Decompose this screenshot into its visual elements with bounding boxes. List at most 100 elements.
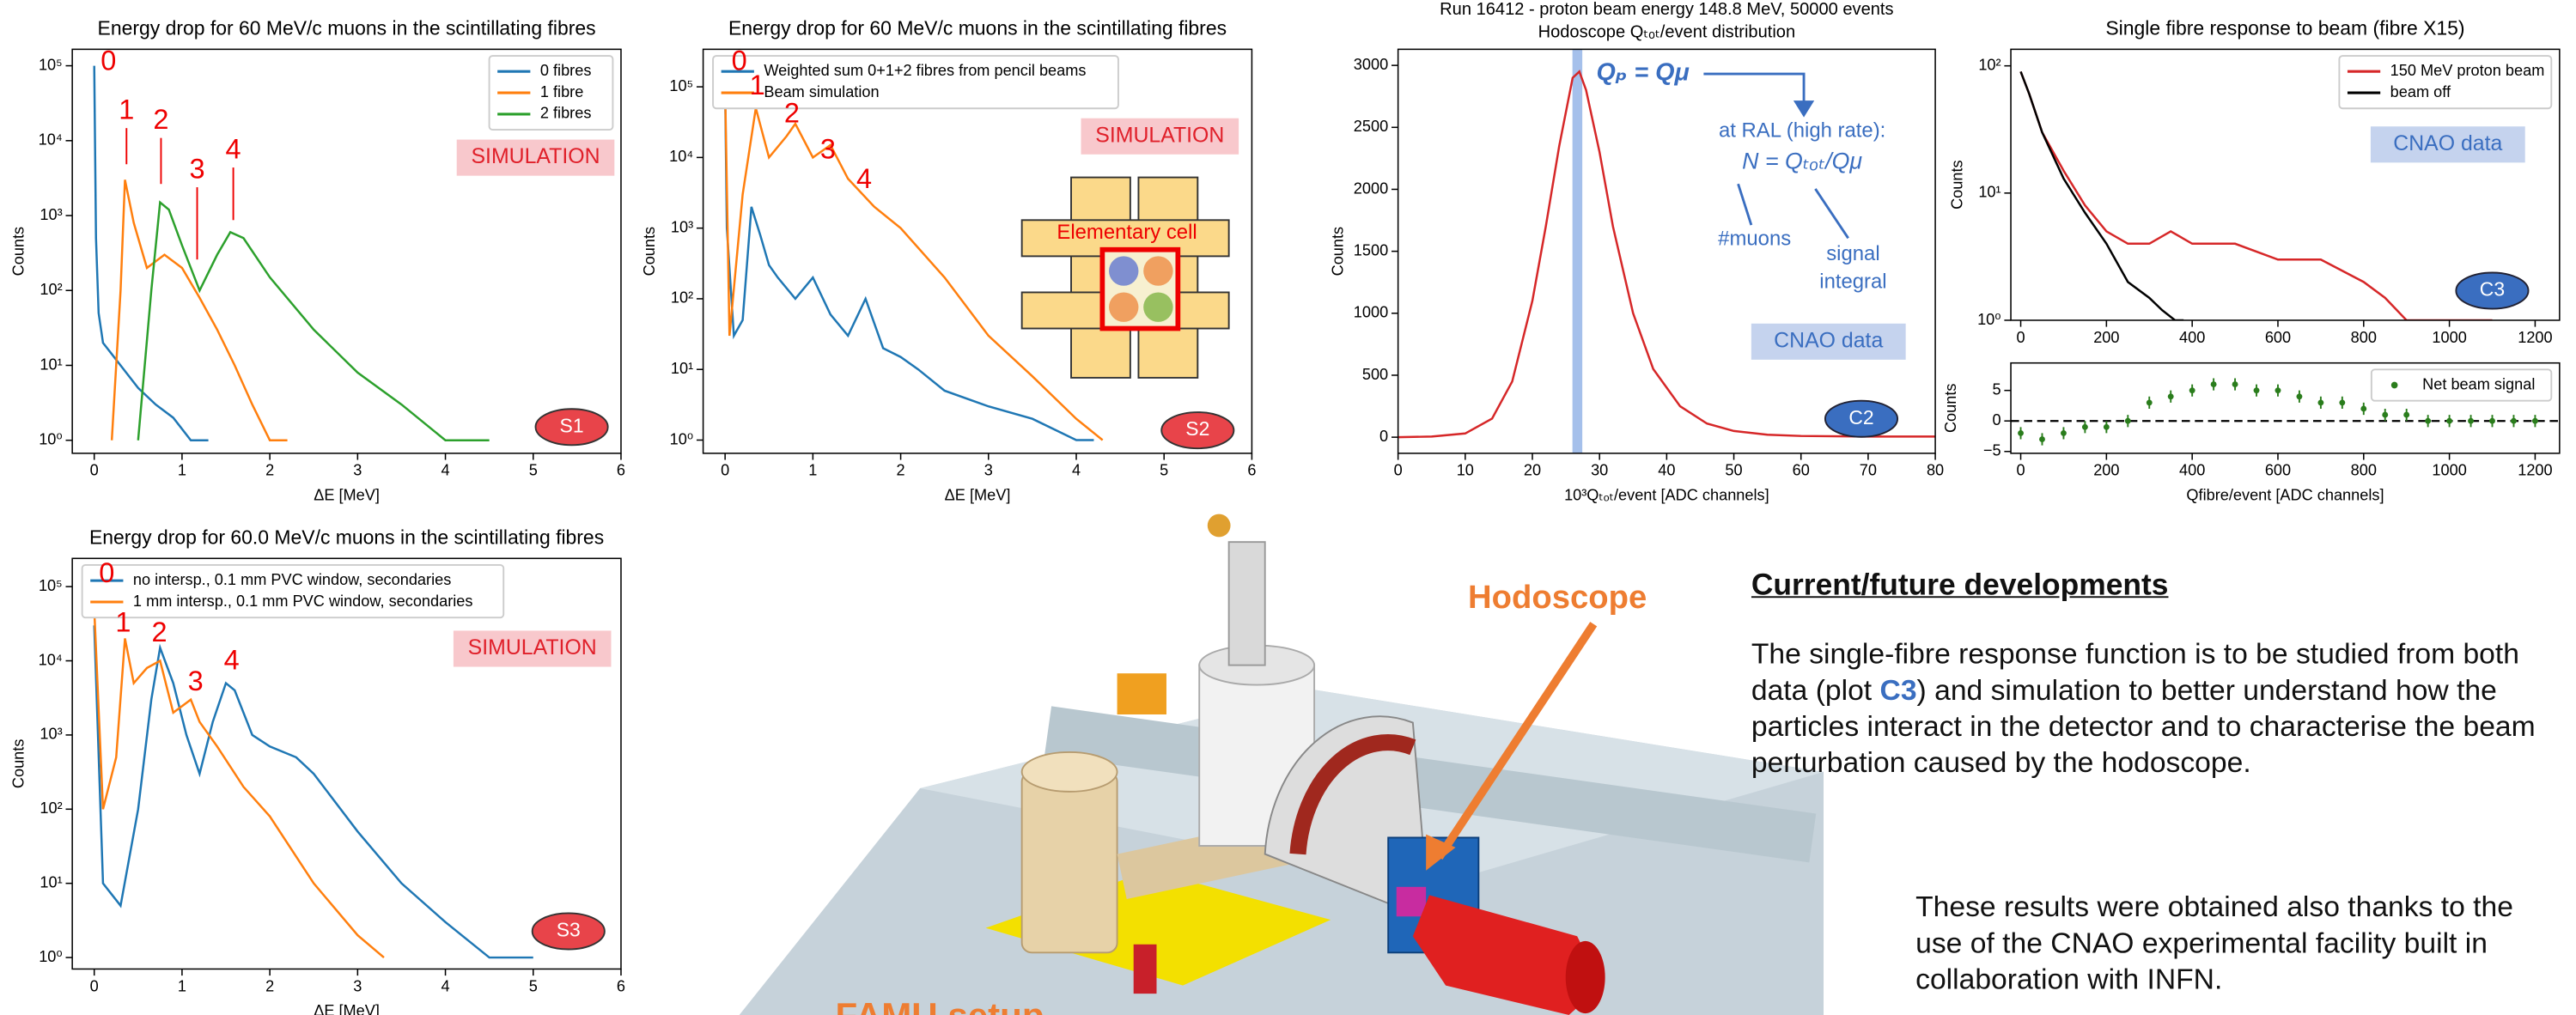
- y-tick-label: 10³: [40, 206, 62, 223]
- annotation: 4: [224, 644, 240, 675]
- legend-label: Weighted sum 0+1+2 fibres from pencil be…: [764, 62, 1086, 79]
- legend-label: 2 fibres: [540, 105, 592, 122]
- y-tick-label: 2000: [1354, 179, 1388, 197]
- x-tick-label: 20: [1524, 462, 1541, 479]
- legend-label: 0 fibres: [540, 62, 592, 79]
- chart-title: Energy drop for 60.0 MeV/c muons in the …: [89, 526, 604, 548]
- y-tick-label: 10²: [40, 281, 62, 298]
- y-tick-label: 10⁰: [39, 948, 62, 965]
- y-tick-label: 10⁰: [670, 430, 693, 447]
- x-tick-label: 5: [529, 462, 538, 479]
- y-tick-label: 500: [1362, 366, 1388, 383]
- annotation: C3: [2480, 278, 2505, 301]
- data-point: [2275, 387, 2281, 393]
- data-point: [2511, 418, 2517, 424]
- x-tick-label: 0: [1394, 462, 1403, 479]
- x-tick-label: 3: [984, 462, 993, 479]
- x-tick-label: 4: [442, 462, 450, 479]
- x-tick-label: 0: [90, 462, 99, 479]
- annotation: 3: [820, 134, 836, 165]
- x-tick-label: 200: [2093, 462, 2119, 479]
- y-axis-label: Counts: [10, 739, 27, 789]
- y-tick-label: 10⁵: [39, 577, 63, 594]
- x-tick-label: 10: [1457, 462, 1474, 479]
- annotation: 3: [189, 154, 204, 185]
- y-axis-label: Counts: [1942, 384, 1959, 434]
- chart: Energy drop for 60 MeV/c muons in the sc…: [10, 16, 625, 503]
- annotation: 3: [188, 666, 204, 696]
- annotation: S1: [560, 414, 584, 436]
- series-line: [2021, 71, 2184, 319]
- data-point: [2189, 387, 2195, 393]
- data-point: [2425, 418, 2431, 424]
- x-tick-label: 400: [2179, 329, 2205, 346]
- annotation: SIMULATION: [471, 144, 600, 168]
- series-line: [94, 66, 209, 441]
- annotation: integral: [1819, 270, 1886, 293]
- legend-label: no intersp., 0.1 mm PVC window, secondar…: [133, 571, 451, 588]
- x-tick-label: 1: [808, 462, 817, 479]
- y-tick-label: 10⁴: [39, 131, 63, 149]
- y-tick-label: 10¹: [40, 356, 62, 373]
- y-axis-label: Counts: [641, 227, 658, 277]
- series-line: [138, 203, 490, 441]
- legend-label: 150 MeV proton beam: [2390, 62, 2545, 79]
- data-point: [2232, 381, 2238, 387]
- y-tick-label: 1500: [1354, 241, 1388, 258]
- x-tick-label: 1000: [2432, 462, 2466, 479]
- annotation: signal: [1826, 242, 1879, 265]
- poster: Hodoscope FAMU setup Current/future deve…: [0, 0, 2576, 1015]
- annotation: Qₚ = Qμ: [1596, 59, 1689, 87]
- x-axis-label: ΔE [MeV]: [945, 486, 1011, 503]
- x-tick-label: 50: [1725, 462, 1742, 479]
- chart-title: Single fibre response to beam (fibre X15…: [2105, 16, 2464, 39]
- x-tick-label: 3: [353, 462, 362, 479]
- data-point: [2446, 418, 2452, 424]
- x-tick-label: 0: [721, 462, 729, 479]
- data-point: [2168, 393, 2174, 399]
- acknowledgement: These results were obtained also thanks …: [1915, 889, 2566, 1007]
- x-tick-label: 5: [1160, 462, 1168, 479]
- series-line: [725, 87, 1093, 440]
- series-line: [94, 625, 533, 957]
- y-axis-label: Counts: [1949, 160, 1966, 210]
- y-tick-label: 0: [1379, 428, 1388, 445]
- series-line: [112, 179, 287, 440]
- y-tick-label: 3000: [1354, 56, 1388, 73]
- y-tick-label: 10⁰: [39, 431, 62, 448]
- annotation: SIMULATION: [1095, 123, 1224, 147]
- annotation: 4: [226, 134, 241, 165]
- annotation: CNAO data: [1774, 328, 1883, 352]
- note: These results were obtained also thanks …: [1915, 889, 2566, 997]
- chart: Energy drop for 60.0 MeV/c muons in the …: [10, 526, 625, 1015]
- y-tick-label: 10³: [671, 218, 693, 235]
- x-tick-label: 1: [178, 462, 186, 479]
- y-tick-label: 10⁰: [1977, 311, 2001, 328]
- y-tick-label: 10¹: [40, 873, 62, 890]
- chart: Run 16412 - proton beam energy 148.8 MeV…: [1330, 0, 1945, 503]
- annotation: Elementary cell: [1057, 221, 1197, 244]
- data-point: [2061, 430, 2067, 436]
- y-tick-label: 10²: [1978, 56, 2001, 73]
- y-tick-label: 10¹: [1978, 184, 2001, 201]
- data-point: [2317, 399, 2323, 405]
- annotation: N = Qₜₒₜ/Qμ: [1742, 148, 1862, 173]
- y-tick-label: 10²: [40, 799, 62, 817]
- x-tick-label: 800: [2351, 329, 2377, 346]
- x-tick-label: 1200: [2518, 329, 2552, 346]
- annotation: 2: [153, 104, 168, 135]
- data-point: [2296, 393, 2302, 399]
- x-tick-label: 0: [90, 977, 99, 994]
- annotation: 1: [115, 606, 131, 637]
- x-tick-label: 6: [617, 462, 625, 479]
- x-axis-label: 10³Qₜₒₜ/event [ADC channels]: [1564, 486, 1769, 503]
- chart-subtitle: Hodoscope Qₜₒₜ/event distribution: [1538, 23, 1796, 42]
- data-point: [2532, 418, 2538, 424]
- plot-ref: C3: [1880, 673, 1917, 706]
- data-point: [2104, 424, 2110, 430]
- x-tick-label: 0: [2016, 462, 2025, 479]
- annotation: C2: [1848, 406, 1873, 428]
- x-tick-label: 40: [1658, 462, 1675, 479]
- x-tick-label: 600: [2265, 462, 2291, 479]
- y-tick-label: 0: [1992, 411, 2001, 428]
